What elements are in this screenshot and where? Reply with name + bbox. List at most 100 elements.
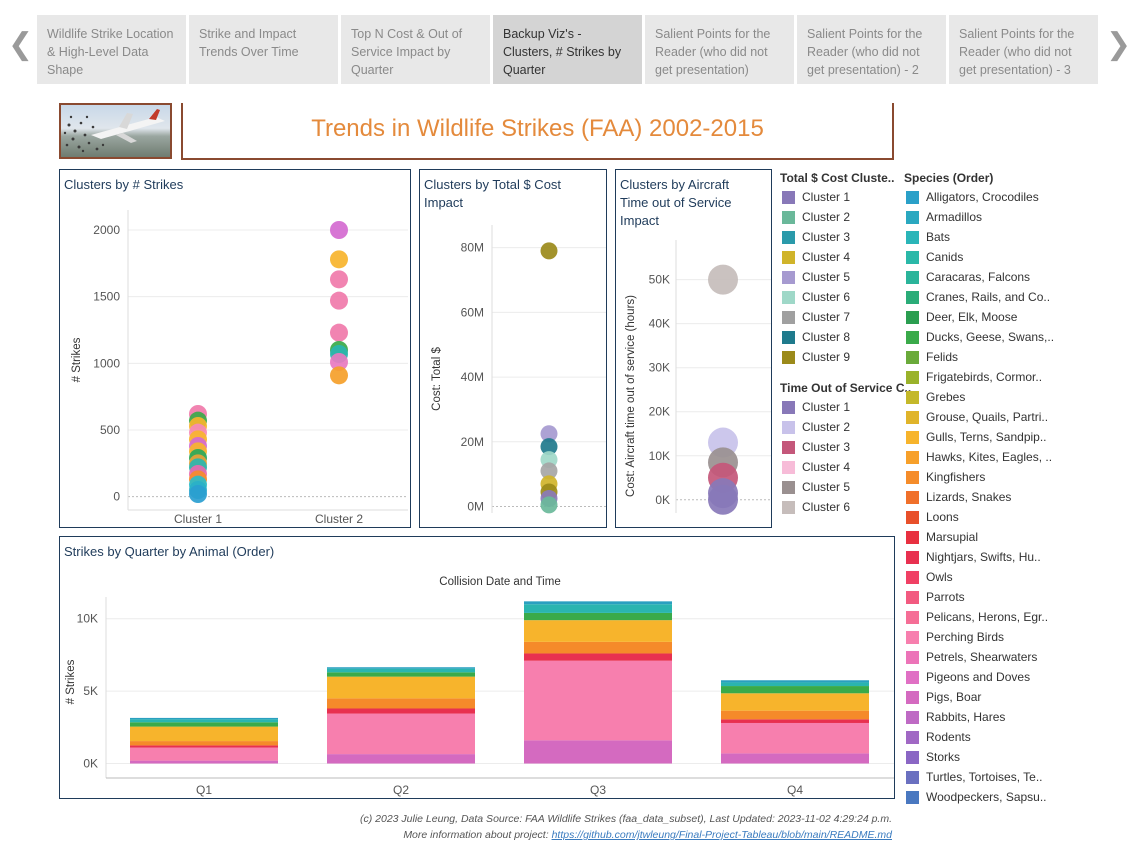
stacked-bar-segment	[327, 667, 475, 669]
legend-swatch	[782, 351, 795, 364]
cluster-point	[540, 438, 558, 456]
tab-top-n-cost[interactable]: Top N Cost & Out of Service Impact by Qu…	[341, 15, 490, 84]
y-tick-label: 10K	[77, 612, 98, 626]
cluster-point	[540, 462, 558, 480]
stacked-bar-segment	[721, 719, 869, 723]
legend-label: Perching Birds	[926, 630, 1005, 644]
cluster-point	[330, 270, 348, 289]
legend-swatch	[782, 231, 795, 244]
tab-backup-viz[interactable]: Backup Viz's - Clusters, # Strikes by Qu…	[493, 15, 642, 84]
x-tick-label: Cluster 1	[174, 512, 222, 526]
legend-swatch	[906, 571, 919, 584]
legend-label: Cluster 9	[802, 350, 851, 364]
legend-label: Cluster 5	[802, 480, 851, 494]
legend-swatch	[906, 431, 919, 444]
chevron-left-icon[interactable]: ❮	[8, 27, 34, 62]
clusters-by-strikes-panel: Clusters by # Strikes 0 500 1000 1500 2000 # …	[59, 169, 411, 528]
legend-label: Gulls, Terns, Sandpip..	[926, 430, 1047, 444]
legend-label: Cluster 1	[802, 400, 851, 414]
legend-label: Cluster 3	[802, 440, 851, 454]
legend-label: Cluster 4	[802, 250, 851, 264]
strikes-by-quarter-chart: 0K 5K 10K Collision Date and Time # Strikes Q…	[65, 576, 894, 797]
legend-label: Cluster 5	[802, 270, 851, 284]
legend-label: Bats	[926, 230, 951, 244]
legend-swatch	[782, 461, 795, 474]
stacked-bar-segment	[130, 717, 278, 720]
stacked-bar-segment	[327, 713, 475, 755]
legend-swatch	[906, 791, 919, 804]
stacked-bar-segment	[524, 660, 672, 741]
footer-more-info-label: More information about project:	[403, 829, 552, 841]
panel-title: Clusters by Aircraft Time out of Service…	[620, 177, 732, 228]
tab-salient-points-3[interactable]: Salient Points for the Reader (who did n…	[949, 15, 1098, 84]
tab-wildlife-strike-location[interactable]: Wildlife Strike Location & High-Level Da…	[37, 15, 186, 84]
panel-title: Clusters by # Strikes	[64, 177, 184, 192]
legend-label: Owls	[926, 570, 953, 584]
y-tick-label: 10K	[649, 449, 670, 463]
legend-swatch	[906, 471, 919, 484]
stacked-bar-segment	[721, 682, 869, 687]
time-cluster-legend: Time Out of Service C.. Cluster 1 Cluster…	[780, 379, 911, 519]
stacked-bar-segment	[721, 693, 869, 711]
species-legend: Species (Order) Alligators, Crocodiles Ar…	[904, 169, 1064, 809]
footer-credit: (c) 2023 Julie Leung, Data Source: FAA W…	[359, 813, 892, 825]
legend-label: Caracaras, Falcons	[926, 270, 1031, 284]
stacked-bar-segment	[327, 754, 475, 764]
legend-label: Lizards, Snakes	[926, 490, 1012, 504]
footer-more-info: More information about project: https://…	[403, 829, 892, 841]
legend-swatch	[906, 391, 919, 404]
stacked-bar-segment	[327, 672, 475, 677]
legend-swatch	[782, 331, 795, 344]
x-tick-label: Q1	[196, 783, 212, 797]
tab-salient-points-2[interactable]: Salient Points for the Reader (who did n…	[797, 15, 946, 84]
stacked-bar-segment	[524, 604, 672, 613]
stacked-bar-segment	[524, 641, 672, 654]
stacked-bar-segment	[130, 741, 278, 746]
legend-label: Cranes, Rails, and Co..	[926, 290, 1051, 304]
legend-title: Time Out of Service C..	[780, 381, 912, 395]
y-tick-label: 40K	[649, 317, 670, 331]
cost-cluster-legend: Total $ Cost Cluste.. Cluster 1 Cluster 2…	[780, 169, 898, 369]
project-readme-link[interactable]: https://github.com/jtwleung/Final-Projec…	[551, 829, 892, 841]
y-tick-label: 50K	[649, 273, 670, 287]
airplane-birds-image	[59, 103, 172, 159]
y-axis-title: # Strikes	[65, 659, 77, 704]
legend-label: Petrels, Shearwaters	[926, 650, 1038, 664]
stacked-bar-segment	[327, 668, 475, 673]
tab-strike-impact-trends[interactable]: Strike and Impact Trends Over Time	[189, 15, 338, 84]
legend-label: Grouse, Quails, Partri..	[926, 410, 1049, 424]
y-tick-label: 500	[100, 423, 120, 437]
y-tick-label: 5K	[83, 684, 98, 698]
legend-swatch	[906, 551, 919, 564]
legend-label: Pigeons and Doves	[926, 670, 1031, 684]
clusters-by-time-panel: Clusters by Aircraft Time out of Service…	[615, 169, 772, 528]
legend-swatch	[906, 231, 919, 244]
cluster-point	[189, 485, 207, 503]
stacked-bar-segment	[721, 710, 869, 720]
y-tick-label: 0M	[467, 500, 484, 514]
tab-salient-points-1[interactable]: Salient Points for the Reader (who did n…	[645, 15, 794, 84]
stacked-bar-segment	[327, 676, 475, 699]
stacked-bar-segment	[130, 726, 278, 742]
legend-label: Cluster 1	[802, 190, 851, 204]
x-tick-label: Cluster 2	[315, 512, 363, 526]
legend-label: Cluster 2	[802, 210, 851, 224]
y-tick-label: 0K	[83, 757, 98, 771]
legend-swatch	[782, 291, 795, 304]
legend-label: Loons	[926, 510, 959, 524]
legend-swatch	[906, 671, 919, 684]
legend-swatch	[906, 351, 919, 364]
panel-title: Strikes by Quarter by Animal (Order)	[64, 544, 275, 559]
cluster-point	[330, 366, 348, 385]
y-axis-title: Cost: Aircraft time out of service (hour…	[625, 295, 637, 497]
legend-label: Turtles, Tortoises, Te..	[926, 770, 1043, 784]
legend-label: Cluster 7	[802, 310, 851, 324]
y-tick-label: 80M	[461, 241, 484, 255]
legend-swatch	[906, 591, 919, 604]
clusters-by-cost-chart: 0M 20M 40M 60M 80M Cost: Total $	[431, 225, 606, 514]
legend-title: Total $ Cost Cluste..	[780, 171, 895, 185]
legend-label: Alligators, Crocodiles	[926, 190, 1039, 204]
chevron-right-icon[interactable]: ❯	[1106, 27, 1132, 62]
legend-swatch	[782, 401, 795, 414]
clusters-by-time-chart: 0K 10K 20K 30K 40K 50K Cost: Aircraft time out…	[625, 240, 771, 515]
